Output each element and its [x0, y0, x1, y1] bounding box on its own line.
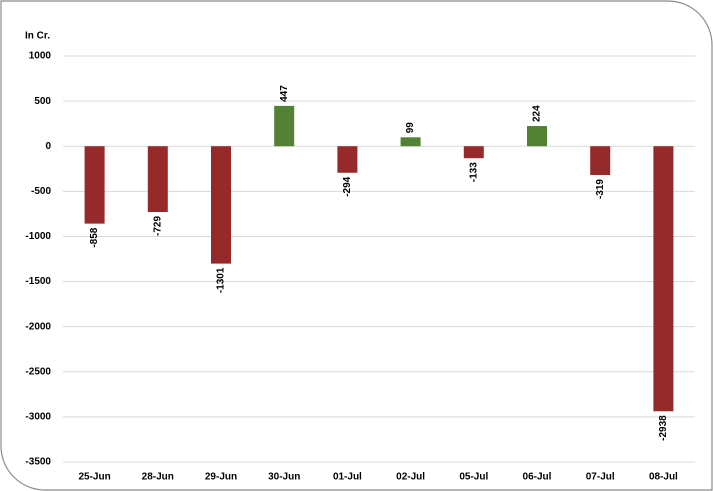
y-tick-label: -2000	[25, 321, 51, 332]
data-label: -729	[152, 216, 163, 236]
y-tick-label: 0	[45, 141, 51, 152]
x-tick-label: 01-Jul	[333, 472, 362, 483]
x-tick-label: 25-Jun	[78, 472, 110, 483]
bar	[590, 146, 611, 176]
y-tick-label: -2500	[25, 366, 51, 377]
bar	[463, 146, 484, 159]
y-tick-label: 500	[34, 96, 51, 107]
data-label: -294	[342, 176, 353, 196]
bar	[653, 146, 674, 412]
bar	[147, 146, 168, 212]
x-tick-label: 29-Jun	[205, 472, 237, 483]
x-tick-label: 02-Jul	[396, 472, 425, 483]
x-tick-label: 06-Jul	[523, 472, 552, 483]
y-tick-label: -500	[31, 186, 51, 197]
y-tick-label: -3000	[25, 412, 51, 423]
x-tick-label: 28-Jun	[142, 472, 174, 483]
data-label: -858	[89, 227, 100, 247]
y-tick-label: -3500	[25, 457, 51, 468]
y-tick-label: -1000	[25, 231, 51, 242]
x-tick-label: 08-Jul	[649, 472, 678, 483]
bar	[211, 146, 231, 264]
data-label: -133	[468, 162, 479, 182]
bar	[337, 146, 358, 173]
x-tick-label: 05-Jul	[459, 472, 488, 483]
bar	[527, 126, 547, 147]
y-tick-label: 1000	[29, 51, 52, 62]
bar	[84, 146, 105, 224]
y-axis-label: In Cr.	[25, 31, 50, 42]
x-tick-label: 07-Jul	[586, 472, 615, 483]
bar	[400, 137, 421, 147]
data-label: 224	[532, 105, 543, 122]
y-tick-label: -1500	[25, 276, 51, 287]
data-label: 447	[279, 85, 290, 102]
data-label: -1301	[216, 267, 227, 293]
data-label: -2938	[658, 415, 669, 441]
data-label: 99	[405, 122, 416, 134]
x-tick-label: 30-Jun	[268, 472, 300, 483]
bar	[274, 105, 295, 147]
data-label: -319	[595, 179, 606, 199]
